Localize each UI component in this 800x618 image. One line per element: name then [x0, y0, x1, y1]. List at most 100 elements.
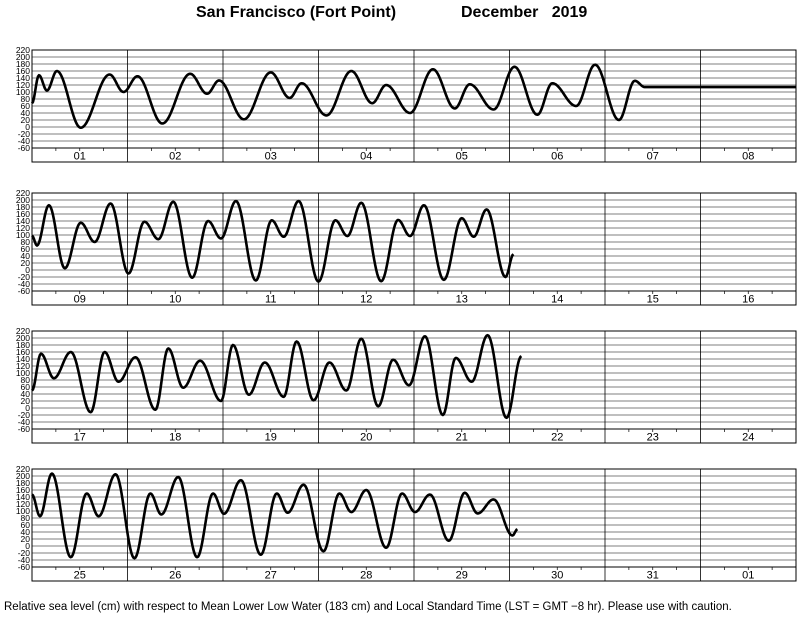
y-tick-label: 200	[16, 195, 30, 205]
day-label: 08	[742, 151, 754, 163]
tide-curve	[30, 63, 797, 129]
y-tick-label: 140	[16, 354, 30, 364]
y-tick-label: -40	[18, 555, 31, 565]
y-tick-label: 40	[21, 389, 31, 399]
y-tick-label: 140	[16, 73, 30, 83]
y-tick-label: 180	[16, 202, 30, 212]
y-tick-label: 20	[21, 396, 31, 406]
day-label: 26	[169, 570, 181, 582]
y-tick-label: 60	[21, 520, 31, 530]
y-tick-label: 0	[25, 265, 30, 275]
tide-curve	[31, 333, 523, 420]
y-tick-label: 120	[16, 499, 30, 509]
day-label: 17	[74, 432, 86, 444]
panel-outer-frame	[31, 468, 797, 582]
y-tick-label: 80	[21, 513, 31, 523]
day-label: 14	[551, 294, 563, 306]
y-tick-label: 100	[16, 87, 30, 97]
day-label: 06	[551, 151, 563, 163]
y-tick-label: 160	[16, 347, 30, 357]
y-tick-label: 200	[16, 471, 30, 481]
y-tick-label: 20	[21, 534, 31, 544]
day-label: 15	[647, 294, 659, 306]
y-tick-label: 0	[25, 541, 30, 551]
day-label: 31	[647, 570, 659, 582]
y-tick-label: 120	[16, 223, 30, 233]
y-tick-label: -40	[18, 279, 31, 289]
day-label: 20	[360, 432, 372, 444]
y-tick-label: -20	[18, 272, 31, 282]
day-label: 19	[265, 432, 277, 444]
footer-note: Relative sea level (cm) with respect to …	[4, 601, 732, 613]
day-label: 03	[265, 151, 277, 163]
y-tick-label: 40	[21, 527, 31, 537]
day-label: 21	[456, 432, 468, 444]
day-label: 22	[551, 432, 563, 444]
day-label: 18	[169, 432, 181, 444]
y-tick-label: 220	[16, 464, 30, 474]
y-tick-label: 0	[25, 122, 30, 132]
day-label: 04	[360, 151, 372, 163]
y-tick-label: 200	[16, 52, 30, 62]
y-tick-label: 0	[25, 403, 30, 413]
y-tick-label: -40	[18, 136, 31, 146]
period-title: December 2019	[461, 4, 588, 21]
y-tick-label: 40	[21, 108, 31, 118]
y-tick-label: 60	[21, 382, 31, 392]
day-label: 10	[169, 294, 181, 306]
day-label: 28	[360, 570, 372, 582]
day-label: 01	[74, 151, 86, 163]
y-tick-label: 160	[16, 209, 30, 219]
y-tick-label: 100	[16, 230, 30, 240]
day-label: 27	[265, 570, 277, 582]
y-tick-label: -60	[18, 562, 31, 572]
y-tick-label: -20	[18, 129, 31, 139]
y-tick-label: 120	[16, 361, 30, 371]
y-tick-label: 220	[16, 45, 30, 55]
day-label: 01	[742, 570, 754, 582]
y-tick-label: -60	[18, 143, 31, 153]
y-tick-label: 180	[16, 340, 30, 350]
day-label: 07	[647, 151, 659, 163]
day-label: 12	[360, 294, 372, 306]
tide-curve	[31, 472, 519, 560]
y-tick-label: 180	[16, 478, 30, 488]
y-tick-label: 60	[21, 244, 31, 254]
day-label: 16	[742, 294, 754, 306]
y-tick-label: 180	[16, 59, 30, 69]
y-tick-label: -20	[18, 548, 31, 558]
y-tick-label: 60	[21, 101, 31, 111]
day-label: 13	[456, 294, 468, 306]
y-tick-label: 100	[16, 368, 30, 378]
y-tick-label: -60	[18, 424, 31, 434]
tide-curve	[31, 199, 515, 283]
y-tick-label: 160	[16, 485, 30, 495]
y-tick-label: 20	[21, 258, 31, 268]
y-tick-label: 220	[16, 188, 30, 198]
day-label: 29	[456, 570, 468, 582]
y-tick-label: -60	[18, 286, 31, 296]
y-tick-label: 80	[21, 237, 31, 247]
y-tick-label: 140	[16, 492, 30, 502]
day-label: 02	[169, 151, 181, 163]
day-label: 24	[742, 432, 754, 444]
panel-outer-frame	[31, 330, 797, 444]
station-title: San Francisco (Fort Point)	[196, 4, 397, 21]
y-tick-label: 200	[16, 333, 30, 343]
day-label: 11	[265, 294, 276, 306]
y-tick-label: 160	[16, 66, 30, 76]
day-label: 25	[74, 570, 86, 582]
y-tick-label: -20	[18, 410, 31, 420]
day-label: 30	[551, 570, 563, 582]
panel-outer-frame	[31, 192, 797, 306]
day-label: 05	[456, 151, 468, 163]
day-label: 23	[647, 432, 659, 444]
panel-outer-frame	[31, 49, 797, 163]
y-tick-label: 140	[16, 216, 30, 226]
y-tick-label: -40	[18, 417, 31, 427]
y-tick-label: 220	[16, 326, 30, 336]
y-tick-label: 20	[21, 115, 31, 125]
day-label: 09	[74, 294, 86, 306]
y-tick-label: 80	[21, 94, 31, 104]
